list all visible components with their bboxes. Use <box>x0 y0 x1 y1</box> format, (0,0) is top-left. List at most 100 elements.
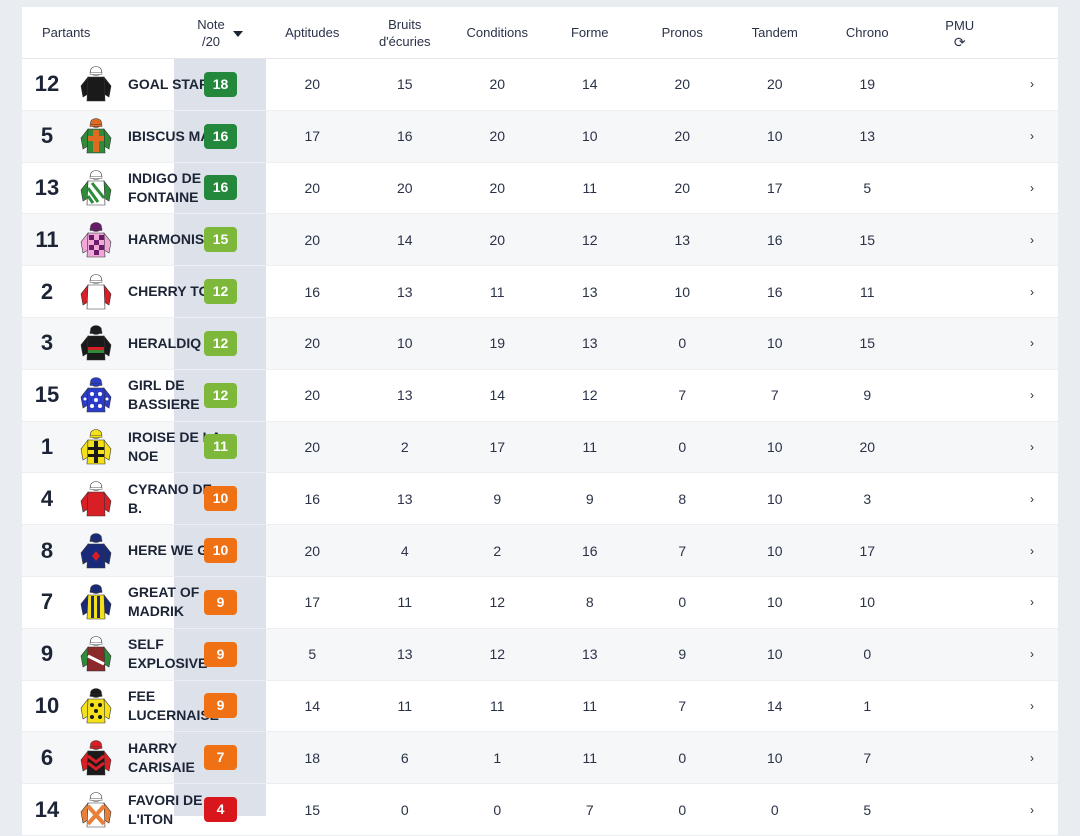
score-cell: 14 <box>489 387 506 404</box>
table-row[interactable]: 9 SELF EXPLOSIVE 9 5 13 12 13 9 10 0 › <box>22 628 1058 681</box>
score-cell: 17 <box>304 594 321 611</box>
score-cell: 0 <box>678 801 687 818</box>
horse-name[interactable]: GOAL STAR <box>128 75 210 92</box>
table-row[interactable]: 6 HARRY CARISAIE 7 18 6 1 11 0 10 7 › <box>22 732 1058 785</box>
chevron-right-icon[interactable]: › <box>1030 491 1034 506</box>
table-row[interactable]: 13 INDIGO DE FONTAINE 16 20 20 20 11 20 17 5 › <box>22 162 1058 215</box>
chevron-right-icon[interactable]: › <box>1030 595 1034 610</box>
chevron-right-icon[interactable]: › <box>1030 543 1034 558</box>
header-pmu[interactable]: PMU ⟳ <box>914 17 1007 49</box>
jockey-silk-icon <box>76 790 116 830</box>
header-chrono: Chrono <box>845 25 889 40</box>
score-cell: 15 <box>859 231 876 248</box>
table-row[interactable]: 3 HERALDIQ 12 20 10 19 13 0 10 15 › <box>22 317 1058 370</box>
score-cell: 20 <box>489 76 506 93</box>
chevron-right-icon[interactable]: › <box>1030 232 1034 247</box>
score-cell: 20 <box>304 179 321 196</box>
score-cell: 12 <box>581 231 598 248</box>
score-cell: 8 <box>678 490 687 507</box>
horse-name[interactable]: CYRANO DE B. <box>128 480 213 516</box>
chevron-right-icon[interactable]: › <box>1030 698 1034 713</box>
horse-name[interactable]: HARRY CARISAIE <box>128 739 195 775</box>
header-forme: Forme <box>570 25 609 40</box>
horse-name[interactable]: HERALDIQ <box>128 334 202 351</box>
score-cell: 0 <box>493 801 502 818</box>
table-row[interactable]: 15 GIRL DE BASSIERE 12 20 13 14 12 7 7 9 › <box>22 369 1058 422</box>
horse-name[interactable]: INDIGO DE FONTAINE <box>128 169 202 205</box>
score-cell: 7 <box>585 801 594 818</box>
jockey-silk-icon <box>76 427 116 467</box>
horse-name[interactable]: HERE WE GO <box>128 542 220 559</box>
score-cell: 20 <box>859 438 876 455</box>
note-badge: 9 <box>204 693 237 719</box>
score-cell: 20 <box>489 179 506 196</box>
score-cell: 0 <box>863 646 872 663</box>
horse-number: 13 <box>34 174 60 200</box>
score-cell: 0 <box>678 335 687 352</box>
score-cell: 18 <box>304 749 321 766</box>
table-row[interactable]: 11 HARMONIS 15 20 14 20 12 13 16 15 › <box>22 214 1058 267</box>
table-row[interactable]: 10 FEE LUCERNAISE 9 14 11 11 11 7 14 1 › <box>22 680 1058 733</box>
table-row[interactable]: 5 IBISCUS MAN 16 17 16 20 10 20 10 13 › <box>22 110 1058 163</box>
score-cell: 13 <box>396 646 413 663</box>
table-row[interactable]: 14 FAVORI DE L'ITON 4 15 0 0 7 0 0 5 › <box>22 784 1058 836</box>
note-badge: 16 <box>204 175 237 201</box>
jockey-silk-icon <box>76 64 116 104</box>
score-cell: 20 <box>396 179 413 196</box>
score-cell: 5 <box>863 801 872 818</box>
score-cell: 0 <box>400 801 409 818</box>
jockey-silk-icon <box>76 738 116 778</box>
score-cell: 16 <box>396 128 413 145</box>
score-cell: 16 <box>581 542 598 559</box>
chevron-right-icon[interactable]: › <box>1030 750 1034 765</box>
header-tandem: Tandem <box>751 25 798 40</box>
score-cell: 0 <box>678 594 687 611</box>
chevron-right-icon[interactable]: › <box>1030 336 1034 351</box>
score-cell: 15 <box>859 335 876 352</box>
table-row[interactable]: 7 GREAT OF MADRIK 9 17 11 12 8 0 10 10 › <box>22 576 1058 629</box>
score-cell: 13 <box>396 283 413 300</box>
jockey-silk-icon <box>76 686 116 726</box>
header-note-sort[interactable]: Note /20 <box>174 16 266 50</box>
score-cell: 6 <box>400 749 409 766</box>
score-cell: 11 <box>582 179 598 196</box>
refresh-icon[interactable]: ⟳ <box>953 33 966 50</box>
score-cell: 20 <box>304 76 321 93</box>
chevron-right-icon[interactable]: › <box>1030 439 1034 454</box>
score-cell: 14 <box>304 697 321 714</box>
score-cell: 16 <box>304 283 321 300</box>
table-row[interactable]: 12 GOAL STAR 18 20 15 20 14 20 20 19 › <box>22 59 1058 111</box>
score-cell: 10 <box>766 749 783 766</box>
score-cell: 7 <box>678 387 687 404</box>
horse-name[interactable]: GIRL DE BASSIERE <box>128 377 200 413</box>
horse-name[interactable]: HARMONIS <box>128 231 205 248</box>
horse-name[interactable]: SELF EXPLOSIVE <box>128 636 208 672</box>
horse-name[interactable]: CHERRY TOP <box>128 283 219 300</box>
note-badge: 7 <box>204 745 237 771</box>
horse-number: 10 <box>34 692 60 718</box>
horse-name[interactable]: IBISCUS MAN <box>128 127 221 144</box>
table-row[interactable]: 2 CHERRY TOP 12 16 13 11 13 10 16 11 › <box>22 266 1058 318</box>
chevron-right-icon[interactable]: › <box>1030 647 1034 662</box>
table-row[interactable]: 4 CYRANO DE B. 10 16 13 9 9 8 10 3 › <box>22 473 1058 526</box>
score-cell: 20 <box>674 76 691 93</box>
chevron-right-icon[interactable]: › <box>1030 388 1034 403</box>
score-cell: 7 <box>770 387 779 404</box>
jockey-silk-icon <box>76 116 116 156</box>
horse-name[interactable]: FEE LUCERNAISE <box>128 687 220 723</box>
score-cell: 12 <box>581 387 598 404</box>
horse-name[interactable]: IROISE DE LA NOE <box>128 428 221 464</box>
chevron-right-icon[interactable]: › <box>1030 802 1034 817</box>
table-row[interactable]: 8 HERE WE GO 10 20 4 2 16 7 10 17 › <box>22 525 1058 577</box>
header-aptitudes: Aptitudes <box>285 25 340 40</box>
chevron-right-icon[interactable]: › <box>1030 180 1034 195</box>
score-cell: 11 <box>582 438 598 455</box>
score-cell: 20 <box>304 335 321 352</box>
table-row[interactable]: 1 IROISE DE LA NOE 11 20 2 17 11 0 10 20 › <box>22 421 1058 474</box>
header-partants: Partants <box>42 25 91 40</box>
chevron-right-icon[interactable]: › <box>1030 284 1034 299</box>
horse-name[interactable]: GREAT OF MADRIK <box>128 584 200 620</box>
chevron-right-icon[interactable]: › <box>1030 77 1034 92</box>
header-note-sub: /20 <box>201 33 221 49</box>
chevron-right-icon[interactable]: › <box>1030 129 1034 144</box>
